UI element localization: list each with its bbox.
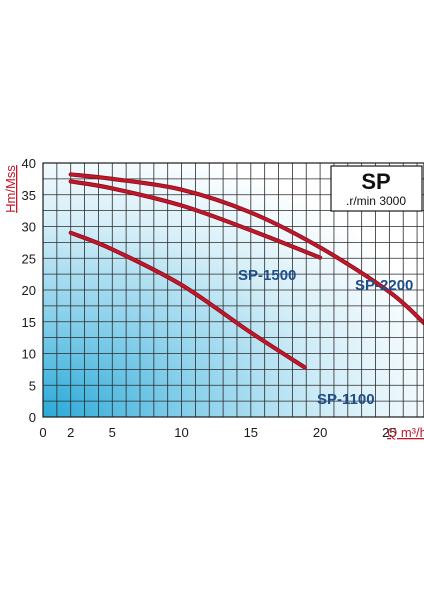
series-line-sp-2200 — [69, 173, 424, 325]
series-curves — [68, 172, 424, 370]
plot-frame — [42, 162, 424, 418]
y-tick-label: 30 — [22, 220, 36, 235]
chart-subtitle: .r/min 3000 — [346, 194, 406, 208]
y-tick-label: 10 — [22, 347, 36, 362]
series-line-sp-1100 — [69, 231, 307, 369]
series-line-sp-1500 — [69, 180, 322, 259]
series-label-sp-2200: SP-2200 — [355, 277, 413, 294]
y-tick-label: 20 — [22, 283, 36, 298]
chart-title: SP — [361, 169, 390, 194]
x-tick-label: 0 — [39, 425, 46, 440]
y-tick-label: 15 — [22, 315, 36, 330]
title-box: SP .r/min 3000 — [330, 165, 423, 212]
series-label-sp-1100: SP-1100 — [317, 391, 375, 408]
x-tick-label: 25 — [382, 425, 396, 440]
x-tick-label: 2 — [67, 425, 74, 440]
y-tick-labels: 0 5 10 15 20 25 30 35 40 — [22, 156, 36, 425]
x-tick-label: 5 — [109, 425, 116, 440]
y-tick-label: 25 — [22, 251, 36, 266]
y-axis-title: Hm/Mss — [3, 165, 18, 213]
y-tick-label: 0 — [29, 410, 36, 425]
series-label-sp-1500: SP-1500 — [238, 267, 296, 284]
series-labels: SP-1100 SP-1500 SP-2200 — [238, 267, 413, 408]
x-tick-label: 15 — [244, 425, 258, 440]
x-axis-title: Q m³/h — [387, 425, 424, 440]
x-tick-labels: 0 2 5 10 15 20 25 — [39, 425, 396, 440]
x-tick-label: 20 — [313, 425, 327, 440]
x-tick-label: 10 — [174, 425, 188, 440]
y-tick-label: 40 — [22, 156, 36, 171]
y-tick-label: 5 — [29, 378, 36, 393]
y-tick-label: 35 — [22, 188, 36, 203]
